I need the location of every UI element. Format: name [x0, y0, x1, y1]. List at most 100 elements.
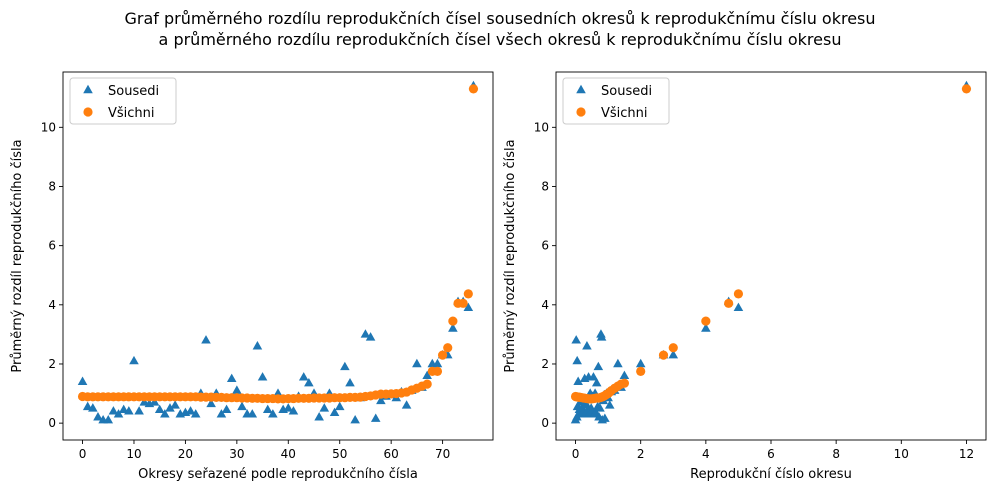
sousedi-point: [463, 302, 474, 311]
sousedi-point: [350, 414, 360, 424]
y-tick-label: 6: [48, 239, 56, 253]
sousedi-point: [334, 401, 345, 411]
y-tick-label: 10: [41, 120, 56, 134]
sousedi-point: [582, 341, 592, 350]
vsichni-point: [468, 84, 479, 94]
vsichni-point: [961, 84, 972, 94]
sousedi-point: [247, 409, 258, 418]
vsichni-point: [668, 343, 678, 353]
x-tick-label: 60: [384, 447, 399, 461]
y-tick-label: 8: [48, 179, 56, 193]
right-scatter-panel: 0 2 4 6 8 10 12 0 2 4 6 8 10 Reprodukční číslo okresu…: [503, 71, 987, 482]
x-tick-label: 6: [767, 447, 775, 461]
sousedi-point: [401, 400, 412, 409]
vsichni-point: [437, 350, 448, 360]
sousedi-point: [572, 355, 582, 365]
y-tick-label: 6: [541, 239, 549, 253]
sousedi-legend-label: Sousedi: [601, 84, 652, 99]
sousedi-point: [596, 332, 607, 341]
vsichni-point: [463, 289, 473, 299]
y-tick-label: 4: [48, 298, 56, 312]
vsichni-point: [619, 378, 630, 388]
sousedi-point: [604, 400, 615, 409]
sousedi-point: [668, 349, 679, 359]
sousedi-point: [273, 388, 283, 397]
legend: Sousedi Všichni: [69, 77, 177, 125]
legend-box: [69, 77, 177, 125]
x-tick-label: 2: [637, 447, 645, 461]
sousedi-point: [118, 404, 129, 414]
sousedi-point: [340, 361, 350, 371]
figure-title: Graf průměrného rozdílu reprodukčních čí…: [0, 8, 1000, 50]
x-axis-label: Reprodukční číslo okresu: [690, 467, 852, 482]
sousedi-point: [283, 403, 294, 412]
sousedi-point: [635, 358, 646, 368]
sousedi-legend-marker: [83, 84, 93, 94]
sousedi-point: [201, 335, 211, 344]
sousedi-point: [139, 397, 150, 406]
sousedi-point: [160, 409, 170, 418]
vsichni-legend-marker: [576, 107, 586, 117]
y-axis-label: Průměrný rozdíl reprodukčního čísla: [10, 139, 25, 372]
y-tick-label: 10: [534, 120, 549, 134]
sousedi-point: [232, 385, 242, 394]
sousedi-point: [345, 378, 355, 387]
sousedi-point: [103, 414, 114, 424]
sousedi-series: [77, 80, 479, 424]
sousedi-point: [257, 372, 268, 381]
vsichni-series: [77, 84, 479, 404]
y-tick-label: 0: [48, 416, 56, 430]
sousedi-point: [314, 412, 324, 421]
sousedi-point: [124, 406, 134, 415]
sousedi-point: [129, 355, 139, 365]
sousedi-point: [93, 412, 103, 421]
sousedi-legend-marker: [576, 84, 586, 94]
x-tick-label: 50: [332, 447, 347, 461]
x-tick-label: 10: [894, 447, 909, 461]
y-tick-label: 8: [541, 179, 549, 193]
sousedi-point: [190, 409, 201, 418]
x-tick-label: 30: [229, 447, 244, 461]
sousedi-point: [82, 401, 93, 411]
vsichni-point: [422, 379, 432, 389]
vsichni-point: [733, 289, 744, 299]
vsichni-series: [570, 84, 972, 404]
sousedi-point: [376, 395, 386, 405]
x-tick-label: 12: [959, 447, 974, 461]
sousedi-point: [154, 404, 165, 414]
sousedi-series: [570, 80, 972, 424]
x-tick-label: 8: [832, 447, 840, 461]
sousedi-point: [360, 329, 371, 338]
sousedi-point: [365, 332, 376, 341]
vsichni-legend-marker: [83, 107, 93, 117]
x-tick-label: 70: [435, 447, 450, 461]
sousedi-point: [206, 398, 216, 408]
vsichni-point: [724, 298, 734, 308]
sousedi-point: [412, 358, 422, 368]
sousedi-point: [134, 406, 144, 415]
sousedi-point: [595, 403, 605, 412]
sousedi-point: [591, 378, 602, 387]
sousedi-point: [226, 373, 237, 382]
y-tick-label: 4: [541, 298, 549, 312]
vsichni-point: [443, 343, 453, 353]
y-tick-label: 2: [48, 357, 56, 371]
sousedi-point: [113, 409, 124, 418]
x-tick-label: 0: [79, 447, 87, 461]
y-axis-label: Průměrný rozdíl reprodukčního čísla: [503, 139, 518, 372]
sousedi-point: [422, 370, 432, 380]
sousedi-legend-label: Sousedi: [108, 84, 159, 99]
figure-title-line-2: a průměrného rozdílu reprodukčních čísel…: [158, 30, 842, 49]
sousedi-point: [613, 358, 623, 368]
sousedi-point: [304, 378, 314, 387]
sousedi-point: [108, 406, 119, 415]
sousedi-point: [319, 403, 330, 412]
y-tick-label: 0: [541, 416, 549, 430]
vsichni-point: [658, 350, 669, 360]
sousedi-point: [733, 302, 744, 311]
sousedi-point: [329, 407, 340, 417]
sousedi-point: [600, 413, 610, 422]
sousedi-point: [165, 403, 175, 412]
